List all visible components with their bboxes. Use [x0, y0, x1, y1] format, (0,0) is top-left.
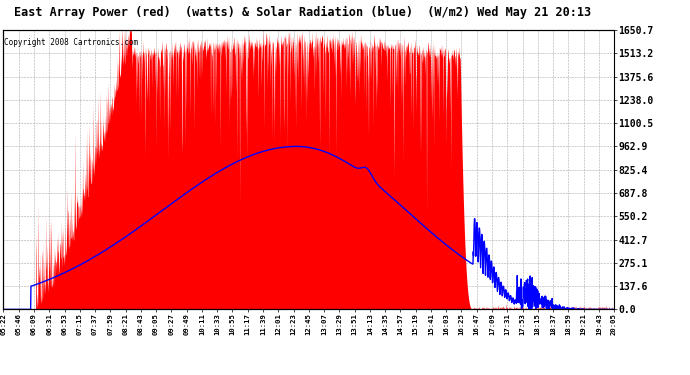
Text: East Array Power (red)  (watts) & Solar Radiation (blue)  (W/m2) Wed May 21 20:1: East Array Power (red) (watts) & Solar R…: [14, 6, 591, 19]
Text: Copyright 2008 Cartronics.com: Copyright 2008 Cartronics.com: [4, 38, 138, 47]
